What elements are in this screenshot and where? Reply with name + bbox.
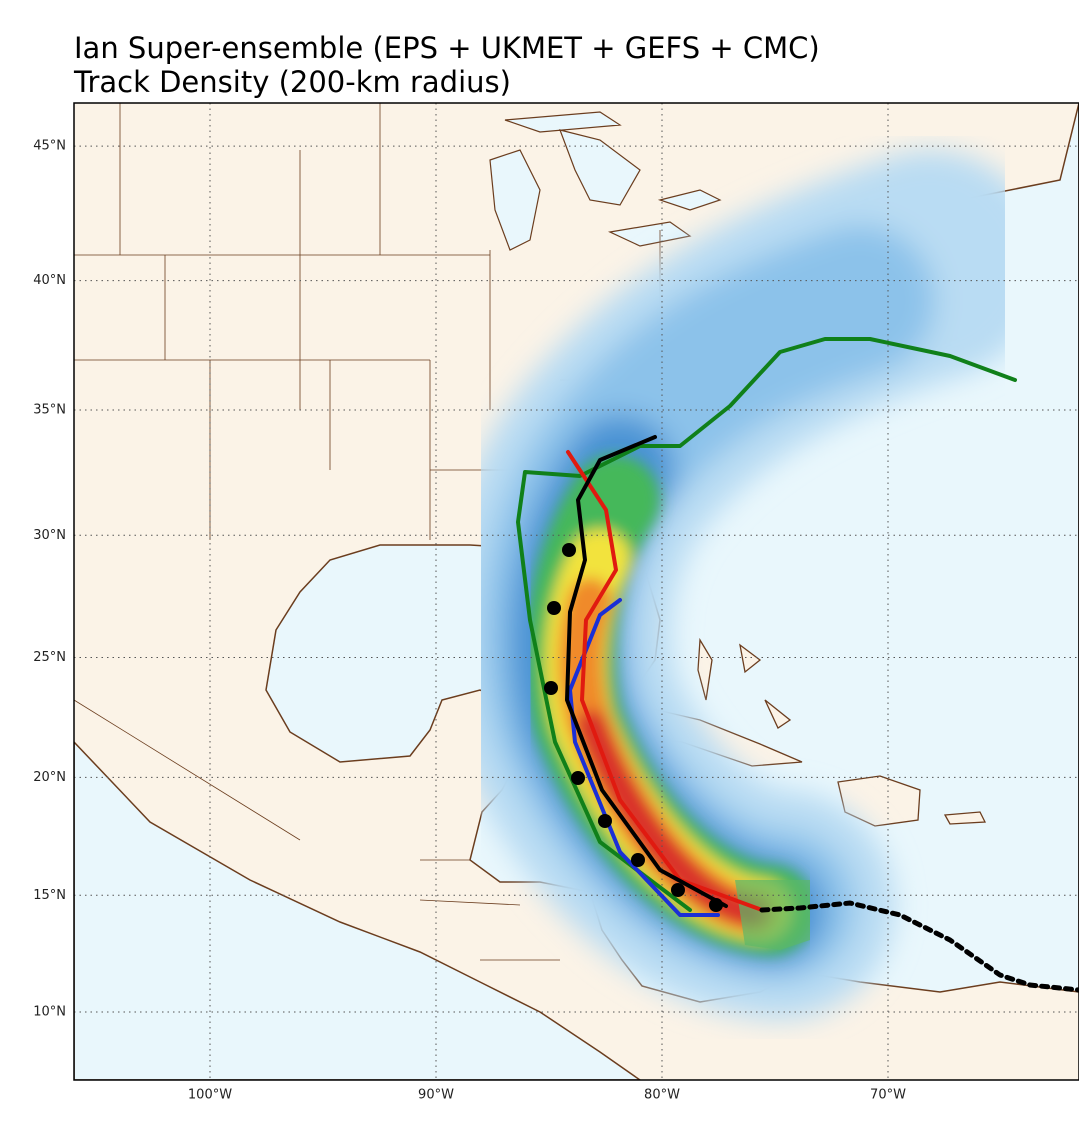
lon-label: 100°W bbox=[188, 1088, 232, 1103]
lat-label: 40°N bbox=[33, 273, 66, 288]
positions bbox=[544, 543, 723, 912]
lat-label: 45°N bbox=[33, 139, 66, 154]
grid bbox=[74, 103, 1079, 1080]
map bbox=[74, 103, 1079, 1080]
frame bbox=[73, 102, 1079, 1081]
lat-label: 20°N bbox=[33, 770, 66, 785]
tracks bbox=[516, 337, 1079, 993]
lat-label: 10°N bbox=[33, 1005, 66, 1020]
lat-label: 30°N bbox=[33, 528, 66, 543]
observed-track bbox=[759, 900, 1079, 993]
lon-label: 90°W bbox=[418, 1088, 454, 1103]
gefs-track bbox=[568, 598, 720, 917]
title-line: Track Density (200-km radius) bbox=[73, 65, 511, 99]
axis-labels: 45°N 40°N 35°N 30°N 25°N 20°N 15°N 10°N 100°W 90°… bbox=[33, 139, 906, 1103]
lon-label: 80°W bbox=[644, 1088, 680, 1103]
eps-track bbox=[565, 435, 728, 908]
lake bbox=[489, 111, 722, 251]
lat-label: 15°N bbox=[33, 888, 66, 903]
title-line: Ian Super-ensemble (EPS + UKMET + GEFS +… bbox=[74, 31, 820, 65]
ukmet-track bbox=[516, 337, 1017, 912]
ocean bbox=[74, 740, 642, 1080]
lat-label: 25°N bbox=[33, 650, 66, 665]
density-patch bbox=[735, 880, 810, 950]
cmc-track bbox=[566, 450, 764, 912]
lat-label: 35°N bbox=[33, 402, 66, 417]
lon-label: 70°W bbox=[870, 1088, 906, 1103]
island bbox=[577, 637, 987, 827]
